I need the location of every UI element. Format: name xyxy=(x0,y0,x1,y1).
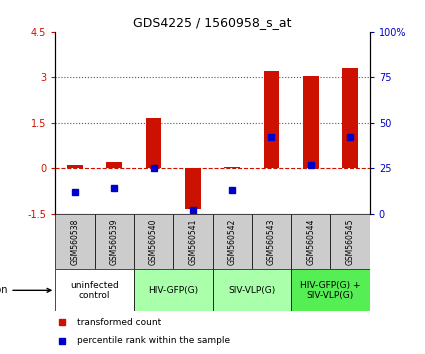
Bar xyxy=(55,214,94,269)
Bar xyxy=(331,214,370,269)
Bar xyxy=(212,214,252,269)
Text: HIV-GFP(G): HIV-GFP(G) xyxy=(148,286,198,295)
Bar xyxy=(146,118,162,169)
Text: GSM560542: GSM560542 xyxy=(228,218,237,265)
Bar xyxy=(303,76,319,169)
Title: GDS4225 / 1560958_s_at: GDS4225 / 1560958_s_at xyxy=(133,16,292,29)
Text: GSM560543: GSM560543 xyxy=(267,218,276,265)
Bar xyxy=(342,68,358,169)
Text: uninfected
control: uninfected control xyxy=(70,281,119,300)
Bar xyxy=(212,269,291,312)
Text: SIV-VLP(G): SIV-VLP(G) xyxy=(228,286,275,295)
Text: infection: infection xyxy=(0,285,51,295)
Text: GSM560539: GSM560539 xyxy=(110,218,119,265)
Bar xyxy=(67,165,83,169)
Text: transformed count: transformed count xyxy=(77,318,162,327)
Text: HIV-GFP(G) +
SIV-VLP(G): HIV-GFP(G) + SIV-VLP(G) xyxy=(300,281,361,300)
Text: percentile rank within the sample: percentile rank within the sample xyxy=(77,336,230,345)
Text: GSM560541: GSM560541 xyxy=(188,218,197,265)
Bar xyxy=(106,162,122,169)
Text: GSM560545: GSM560545 xyxy=(346,218,354,265)
Bar xyxy=(173,214,212,269)
Bar xyxy=(264,71,279,169)
Text: GSM560540: GSM560540 xyxy=(149,218,158,265)
Bar xyxy=(94,214,134,269)
Text: GSM560544: GSM560544 xyxy=(306,218,315,265)
Bar xyxy=(55,269,134,312)
Bar xyxy=(134,269,212,312)
Bar xyxy=(291,269,370,312)
Bar xyxy=(185,169,201,209)
Text: GSM560538: GSM560538 xyxy=(71,218,79,265)
Bar xyxy=(252,214,291,269)
Bar xyxy=(224,167,240,169)
Bar xyxy=(134,214,173,269)
Bar xyxy=(291,214,331,269)
